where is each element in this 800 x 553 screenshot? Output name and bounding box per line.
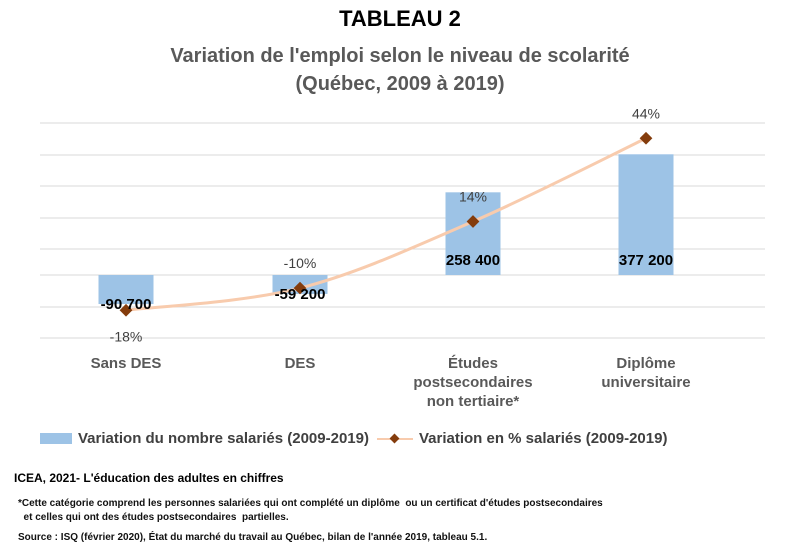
percent-value-label: 14% — [459, 189, 487, 205]
legend-bar-swatch — [40, 433, 72, 444]
category-labels: Sans DES DES Études postsecondaires non tert… — [91, 355, 691, 410]
percent-line-path — [125, 136, 647, 312]
chart-title: Variation de l'emploi selon le niveau de… — [0, 42, 800, 98]
bar-value-label: -90 700 — [101, 296, 152, 313]
legend-line-label: Variation en % salariés (2009-2019) — [418, 430, 668, 447]
legend-bar-label: Variation du nombre salariés (2009-2019) — [78, 430, 369, 447]
percent-marker — [119, 303, 133, 317]
data-labels: -90 700 -59 200 258 400 377 200 -18% -10% 14% 4… — [101, 105, 674, 344]
footnote: *Cette catégorie comprend les personnes … — [18, 497, 778, 525]
category-label: postsecondaires — [413, 374, 532, 391]
legend-line-swatch — [376, 432, 413, 446]
table-number: TABLEAU 2 — [339, 6, 461, 31]
credit-line: ICEA, 2021- L'éducation des adultes en c… — [14, 471, 284, 485]
legend: Variation du nombre salariés (2009-2019)… — [40, 430, 667, 447]
percent-value-label: -18% — [110, 328, 143, 344]
bars — [98, 154, 674, 305]
percent-marker — [639, 131, 653, 145]
footnote-line-2: et celles qui ont des études postseconda… — [18, 512, 289, 523]
chart-title-line-1: Variation de l'emploi selon le niveau de… — [170, 45, 630, 67]
bar-value-label: -59 200 — [275, 286, 326, 303]
bar-value-label: 377 200 — [619, 252, 673, 269]
footnote-line-1: *Cette catégorie comprend les personnes … — [18, 498, 603, 509]
bar-value-label: 258 400 — [446, 252, 500, 269]
percent-marker — [293, 281, 307, 295]
category-label: universitaire — [601, 374, 690, 391]
category-label: Études — [448, 355, 498, 372]
category-label: Sans DES — [91, 355, 162, 372]
chart-title-line-2: (Québec, 2009 à 2019) — [295, 73, 505, 95]
category-label: Diplôme — [616, 355, 675, 372]
category-label: non tertiaire* — [427, 393, 520, 410]
percent-value-label: 44% — [632, 105, 660, 121]
bar — [618, 154, 674, 275]
source-note: Source : ISQ (février 2020), État du mar… — [18, 532, 488, 543]
percent-value-label: -10% — [284, 255, 317, 271]
category-label: DES — [285, 355, 316, 372]
percent-marker — [466, 215, 480, 228]
chart: -90 700 -59 200 258 400 377 200 -18% -10% 14% 4… — [40, 105, 765, 410]
bar — [445, 192, 501, 275]
percent-line — [119, 131, 653, 317]
bar — [98, 275, 154, 305]
